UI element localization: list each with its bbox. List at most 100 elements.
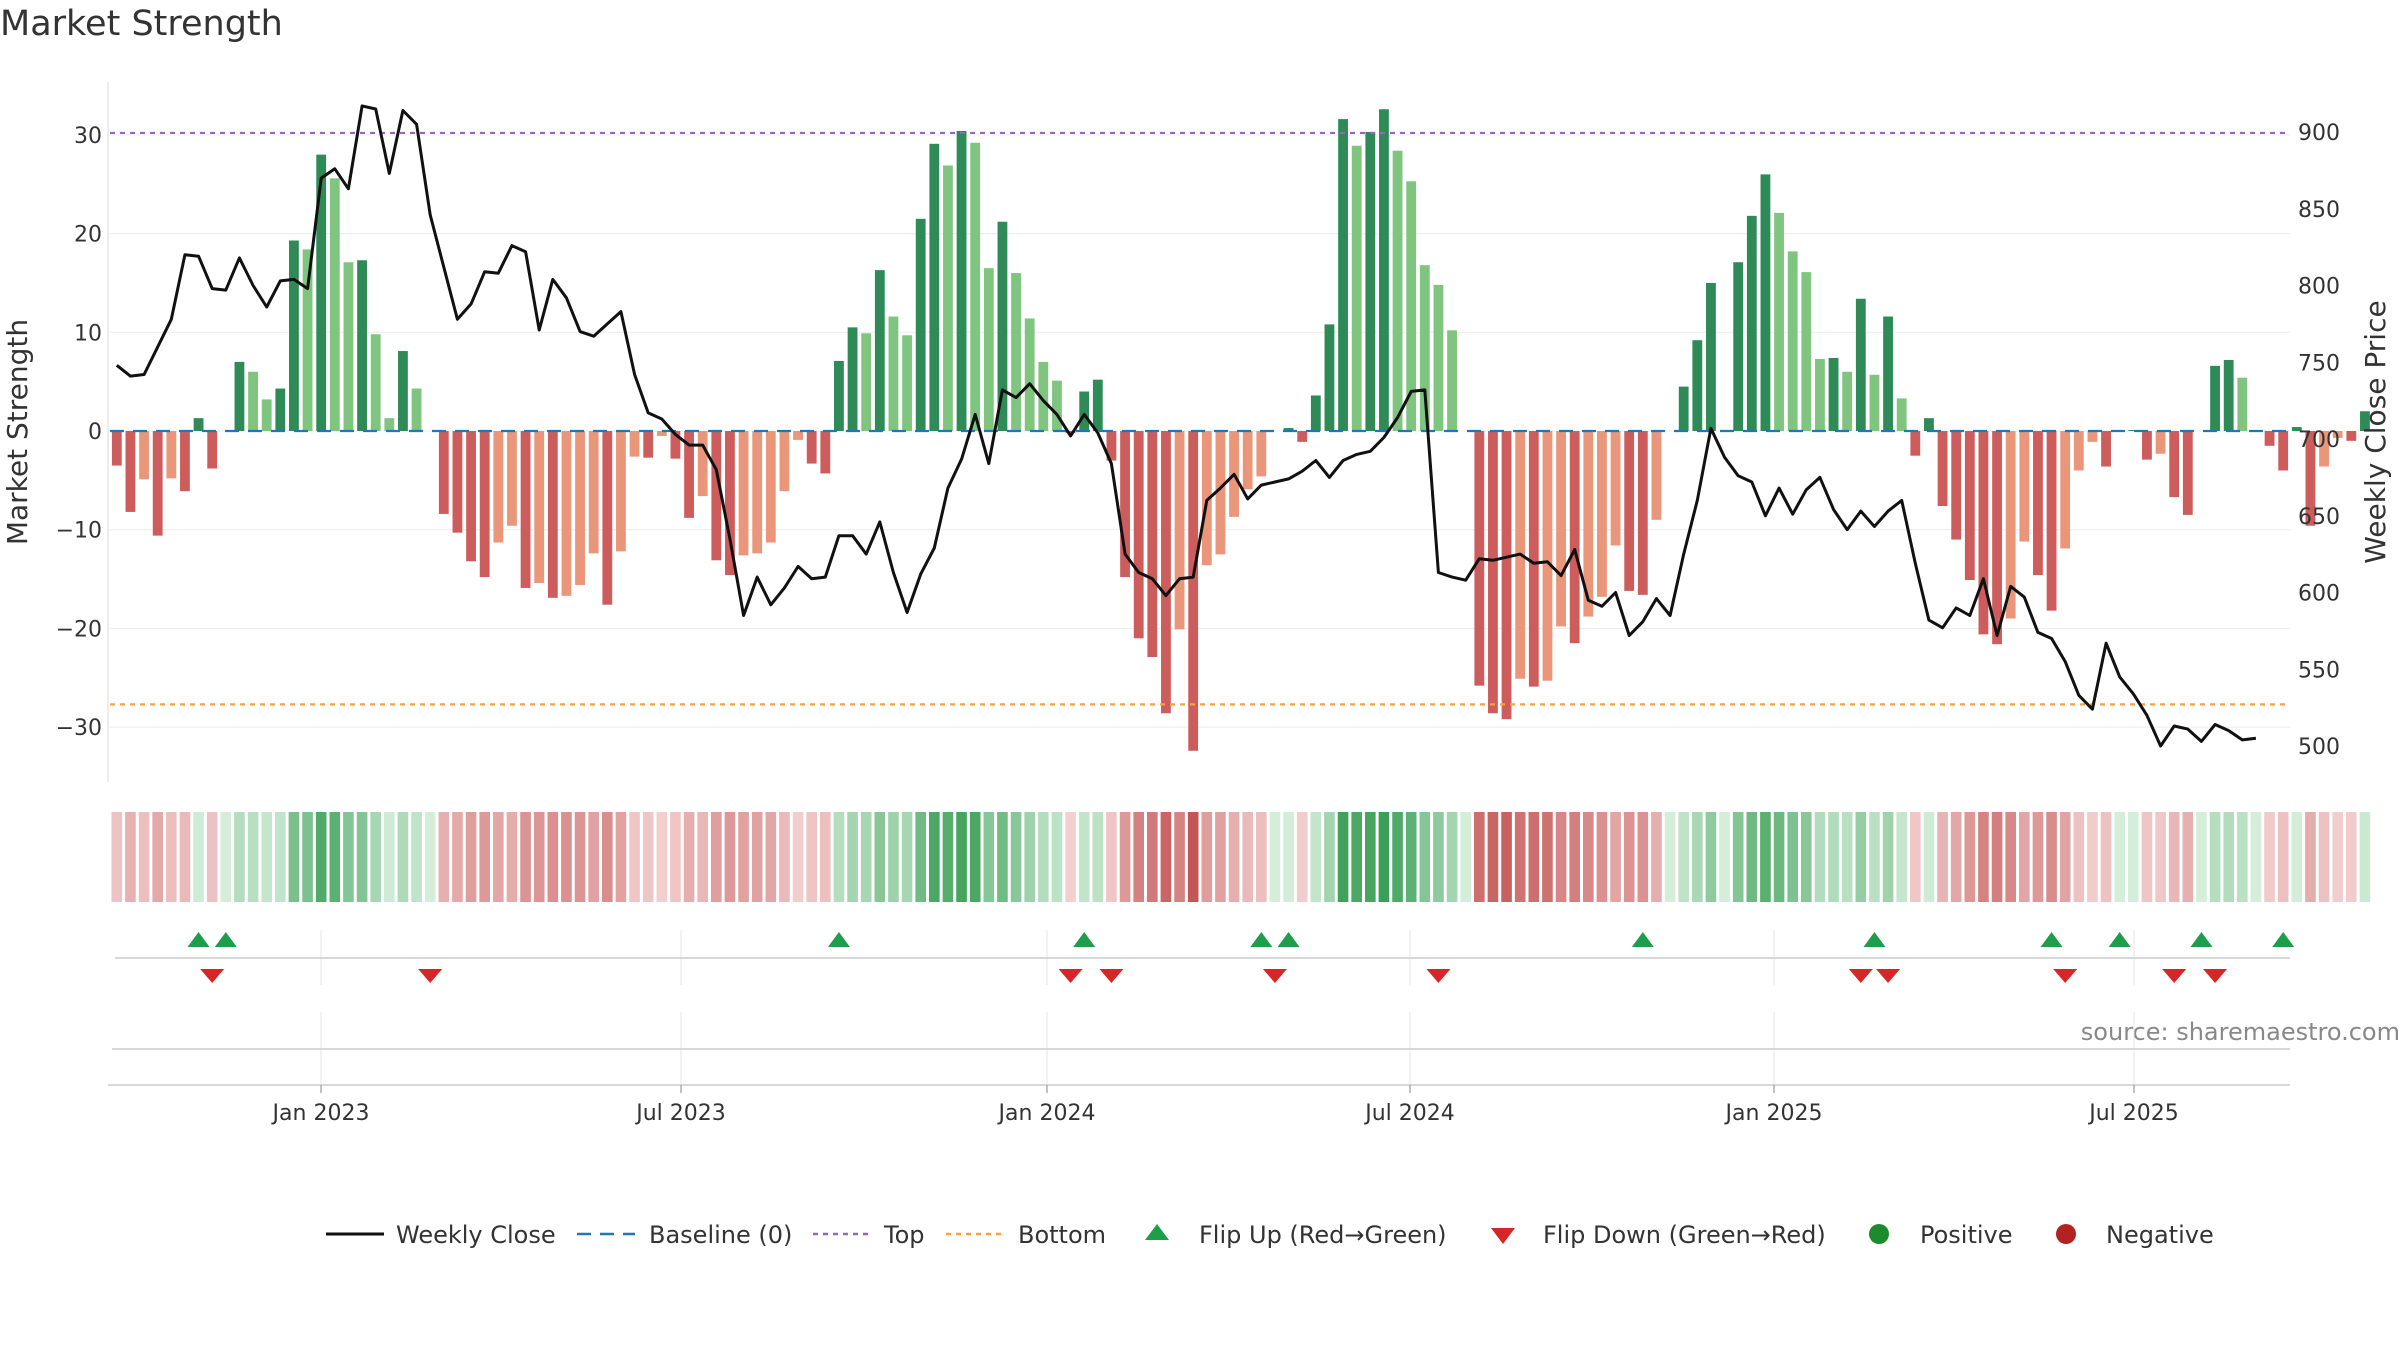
heat-cell — [1841, 812, 1853, 902]
heat-cell — [1174, 812, 1185, 902]
strength-bar — [1951, 431, 1962, 540]
strength-bar — [2005, 431, 2016, 619]
strength-bar — [1297, 431, 1308, 442]
flip-up-marker — [2108, 932, 2131, 947]
heat-cell — [1405, 812, 1417, 902]
heat-cell — [656, 812, 668, 902]
heat-cell — [2345, 812, 2357, 902]
heat-cell — [833, 812, 845, 902]
heat-cell — [343, 812, 354, 902]
heat-cell — [1732, 812, 1744, 902]
strength-bar — [1924, 418, 1934, 431]
strength-bar — [997, 221, 1008, 431]
heat-cell — [1855, 812, 1867, 902]
strength-bar — [643, 431, 654, 458]
flip-down-marker — [1848, 969, 1873, 983]
heat-cell — [860, 812, 872, 902]
heat-cell — [315, 812, 327, 902]
strength-bar — [793, 431, 803, 440]
heat-cell — [2277, 812, 2289, 902]
heat-cell — [1446, 812, 1458, 902]
flip-down-marker — [1058, 969, 1083, 983]
strength-bar — [1542, 431, 1553, 681]
heat-cell — [2114, 812, 2126, 902]
strength-bar — [1774, 212, 1784, 431]
strength-bar — [561, 431, 572, 596]
heat-cell — [683, 812, 695, 902]
strength-bar — [1065, 431, 1076, 433]
heat-cell — [642, 812, 654, 902]
strength-bar — [711, 431, 722, 561]
x-tick-label: Jul 2024 — [1363, 1101, 1455, 1126]
strength-bar — [1052, 380, 1062, 431]
strength-bar — [316, 154, 327, 431]
heat-cell — [806, 812, 818, 902]
heat-cell — [1501, 812, 1512, 902]
strength-bar — [2319, 431, 2329, 467]
weekly-close-series — [115, 104, 2257, 748]
flip-down-marker — [418, 969, 443, 983]
strength-bar — [1106, 431, 1117, 461]
strength-bar — [289, 240, 299, 431]
strength-bar — [343, 262, 354, 431]
strength-bar — [2169, 431, 2180, 498]
strength-bar — [1583, 431, 1594, 617]
heat-cell — [1242, 812, 1254, 902]
strength-bar — [370, 334, 381, 431]
strength-bar — [697, 431, 708, 497]
strength-bar — [479, 431, 490, 578]
strength-bar — [2237, 377, 2248, 431]
strength-bar — [1079, 391, 1090, 431]
strength-bar — [1597, 431, 1607, 597]
legend[interactable]: Weekly Close Baseline (0) Top Bottom Flip Up… — [326, 1221, 2214, 1249]
heat-cell — [1978, 812, 1989, 902]
strength-bar — [357, 260, 367, 431]
strength-bar — [1706, 282, 1716, 431]
heat-cell — [138, 812, 150, 902]
heat-cell — [1610, 812, 1621, 902]
heat-cell — [697, 812, 709, 902]
strength-bar — [1964, 431, 1975, 581]
strength-bar — [929, 143, 940, 431]
flip-down-marker — [1426, 969, 1451, 983]
flip-up-marker — [1277, 932, 1300, 947]
heat-cell — [2100, 812, 2112, 902]
heat-cell — [1514, 812, 1526, 902]
strength-bar — [302, 249, 313, 431]
heat-cell — [1691, 812, 1703, 902]
flip-down-marker — [1876, 969, 1901, 983]
heat-cell — [152, 812, 164, 902]
strength-bar — [2264, 431, 2275, 446]
strength-bar — [2360, 411, 2370, 431]
strength-bar — [438, 431, 449, 514]
heat-cell — [1228, 812, 1240, 902]
strength-bar — [534, 431, 545, 583]
strength-bar — [1869, 374, 1880, 431]
strength-bar — [1815, 358, 1825, 431]
heat-cell — [1773, 812, 1785, 902]
strength-bar — [207, 431, 218, 469]
strength-bar — [493, 431, 504, 543]
heat-cell — [1133, 812, 1145, 902]
flip-down-marker — [2053, 969, 2078, 983]
strength-bar — [1215, 431, 1226, 555]
heat-cell — [2332, 812, 2344, 902]
heat-cell — [1473, 812, 1485, 902]
strength-bar — [725, 431, 735, 576]
heat-cell — [1651, 812, 1662, 902]
heat-cell — [969, 812, 981, 902]
strength-bar — [1678, 386, 1689, 431]
heat-cell — [1814, 812, 1826, 902]
heat-cell — [1119, 812, 1131, 902]
heat-cell — [547, 812, 559, 902]
strength-bar — [888, 316, 899, 431]
heat-cell — [452, 812, 463, 902]
strength-bar — [1038, 361, 1049, 431]
strength-bar — [2182, 431, 2193, 515]
heat-cell — [1106, 812, 1117, 902]
strength-bar — [575, 431, 585, 585]
strength-bar — [765, 431, 776, 543]
x-tick-label: Jan 2025 — [1724, 1101, 1823, 1126]
y-tick-label: −30 — [56, 716, 102, 741]
heat-cell — [356, 812, 368, 902]
